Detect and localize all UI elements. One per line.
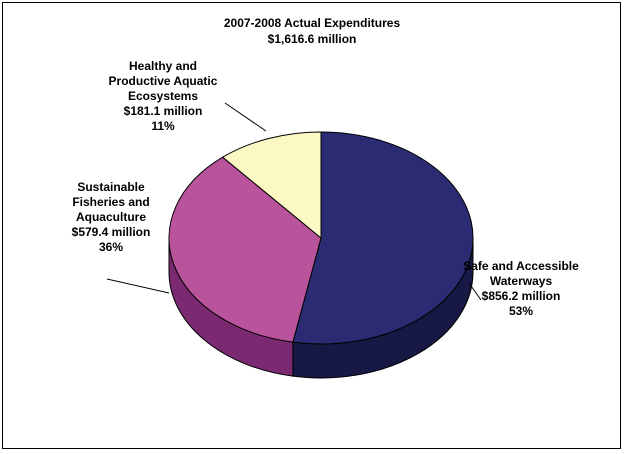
chart-title: 2007-2008 Actual Expenditures [224,16,401,30]
slice-label-sustainable: Sustainable Fisheries and Aquaculture $579.… [72,180,151,254]
chart-frame: Safe and Accessible Waterways $856.2 milli… [2,2,621,449]
pie-chart: Safe and Accessible Waterways $856.2 milli… [72,16,579,379]
slice-label-safe-and-accessible: Safe and Accessible Waterways $856.2 milli… [463,259,579,318]
pie-slice-safe-and-accessible [292,131,474,345]
slice-label-healthy-and: Healthy and Productive Aquatic Ecosystems $… [109,59,218,133]
chart-subtitle: $1,616.6 million [268,32,357,46]
leader-line-safe-and-accessible [468,282,482,301]
pie-slice-sustainable [168,156,322,343]
leader-line-sustainable [106,278,170,294]
leader-line-healthy-and [224,102,267,132]
pie-slice-healthy-and [221,131,322,240]
